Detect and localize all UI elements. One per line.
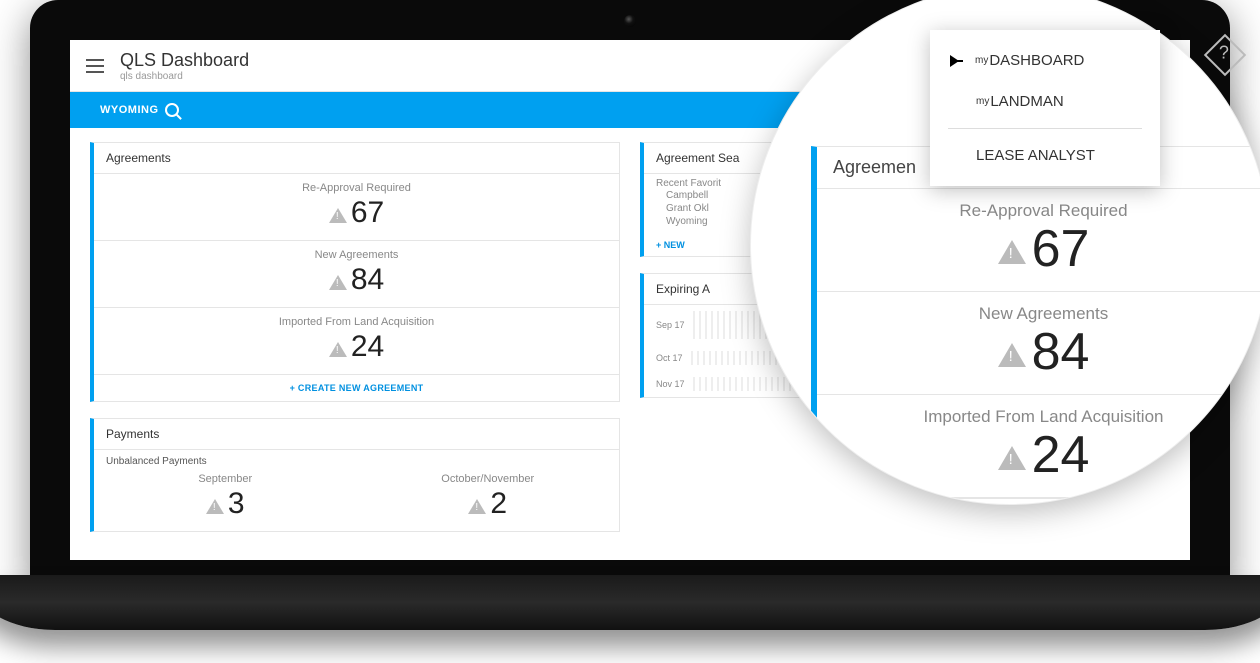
zoom-stat-row[interactable]: New Agreements 84	[817, 292, 1260, 395]
payments-card: Payments Unbalanced Payments September 3…	[90, 418, 620, 532]
page-subtitle: qls dashboard	[120, 71, 249, 82]
payments-col[interactable]: September 3	[94, 467, 357, 531]
left-column: Agreements Re-Approval Required 67 New A…	[90, 142, 620, 546]
stat-value: 3	[206, 487, 245, 521]
dashboard-menu: my DASHBOARD my LANDMAN LEASE ANALYST	[930, 30, 1160, 186]
menu-separator	[948, 128, 1142, 129]
warning-icon	[206, 490, 224, 514]
stat-value: 24	[329, 330, 384, 364]
zoom-stat-row[interactable]: Re-Approval Required 67	[817, 189, 1260, 292]
warning-icon	[329, 333, 347, 357]
warning-icon	[998, 432, 1026, 470]
payments-col[interactable]: October/November 2	[357, 467, 620, 531]
agreements-card-title: Agreements	[94, 143, 619, 174]
stat-label: Imported From Land Acquisition	[94, 316, 619, 328]
menu-hamburger-icon[interactable]	[86, 59, 104, 73]
page-title-block: QLS Dashboard qls dashboard	[120, 50, 249, 82]
timeline-label: Oct 17	[656, 353, 683, 363]
stat-value: 67	[329, 196, 384, 230]
timeline-label: Sep 17	[656, 320, 685, 330]
menu-item-prefix: my	[975, 55, 988, 66]
stat-value: 2	[468, 487, 507, 521]
stat-label: October/November	[357, 473, 620, 485]
laptop-base	[0, 575, 1260, 630]
menu-item-lease-analyst[interactable]: LEASE ANALYST	[930, 135, 1160, 176]
page-title: QLS Dashboard	[120, 50, 249, 71]
menu-item-label: LEASE ANALYST	[976, 147, 1095, 164]
warning-icon	[998, 329, 1026, 367]
zoom-stat-value: 84	[998, 326, 1090, 378]
zoom-stat-label: Imported From Land Acquisition	[817, 407, 1260, 427]
warning-icon	[998, 226, 1026, 264]
timeline-label: Nov 17	[656, 379, 685, 389]
menu-item-my-dashboard[interactable]: my DASHBOARD	[930, 40, 1160, 81]
warning-icon	[329, 266, 347, 290]
zoom-agreements-card: Agreemen Re-Approval Required 67 New Agr…	[811, 146, 1260, 499]
agreements-card: Agreements Re-Approval Required 67 New A…	[90, 142, 620, 402]
stat-row[interactable]: New Agreements 84	[94, 241, 619, 308]
zoom-stat-label: New Agreements	[817, 304, 1260, 324]
stat-row[interactable]: Imported From Land Acquisition 24	[94, 308, 619, 375]
zoom-stat-row[interactable]: Imported From Land Acquisition 24	[817, 395, 1260, 498]
create-agreement-link[interactable]: + CREATE NEW AGREEMENT	[94, 375, 619, 401]
help-icon: ?	[1219, 43, 1229, 64]
stat-value: 84	[329, 263, 384, 297]
warning-icon	[329, 199, 347, 223]
zoom-stat-label: Re-Approval Required	[817, 201, 1260, 221]
stat-label: New Agreements	[94, 249, 619, 261]
menu-item-my-landman[interactable]: my LANDMAN	[930, 81, 1160, 122]
stat-row[interactable]: Re-Approval Required 67	[94, 174, 619, 241]
search-bar-text: WYOMING	[100, 104, 159, 116]
webcam	[624, 15, 636, 27]
payments-card-title: Payments	[94, 419, 619, 450]
stat-label: September	[94, 473, 357, 485]
warning-icon	[468, 490, 486, 514]
zoom-stat-value: 67	[998, 223, 1090, 275]
menu-item-prefix: my	[976, 96, 989, 107]
menu-item-label: DASHBOARD	[989, 52, 1084, 69]
arrow-tail	[953, 60, 963, 62]
unbalanced-payments-label: Unbalanced Payments	[94, 450, 619, 467]
menu-item-label: LANDMAN	[990, 93, 1063, 110]
stat-label: Re-Approval Required	[94, 182, 619, 194]
zoom-stat-value: 24	[998, 429, 1090, 481]
payments-row: September 3 October/November 2	[94, 467, 619, 531]
search-icon[interactable]	[165, 103, 179, 117]
